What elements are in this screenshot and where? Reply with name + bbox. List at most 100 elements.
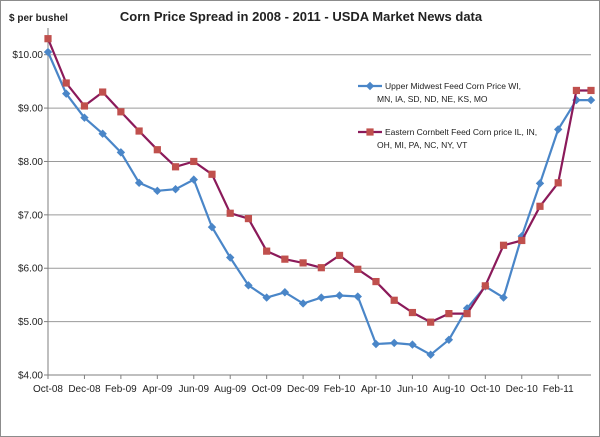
data-point: [390, 338, 399, 348]
data-point: [116, 148, 126, 157]
data-point: [189, 175, 198, 184]
y-tick-label: $5.00: [18, 317, 43, 328]
legend-entry: Upper Midwest Feed Corn Price WI, MN, IA,…: [358, 81, 521, 104]
data-point: [190, 157, 198, 166]
data-point: [153, 186, 162, 196]
data-point: [281, 255, 289, 263]
x-tick-label: Apr-10: [361, 384, 391, 395]
x-tick-label: Jun-09: [178, 384, 209, 395]
x-tick-label: Dec-10: [506, 384, 539, 395]
series-upper-midwest: [43, 47, 596, 359]
data-point: [354, 265, 362, 273]
data-point: [62, 79, 70, 87]
data-point: [299, 259, 307, 267]
y-tick-label: $10.00: [12, 50, 43, 61]
chart-title: Corn Price Spread in 2008 - 2011 - USDA …: [120, 9, 483, 24]
data-point: [499, 293, 508, 302]
legend-label: OH, MI, PA, NC, NY, VT: [377, 140, 467, 150]
data-point: [99, 88, 107, 96]
series-line: [46, 51, 591, 356]
y-tick-label: $7.00: [18, 210, 43, 221]
data-point: [171, 163, 180, 171]
data-point: [463, 310, 471, 318]
data-point: [62, 89, 71, 98]
data-point: [408, 308, 417, 317]
data-point: [98, 129, 107, 138]
data-point: [554, 125, 563, 134]
legend-marker: [365, 81, 375, 91]
data-point: [572, 86, 581, 95]
data-point: [207, 222, 217, 232]
x-tick-label: Apr-09: [142, 384, 172, 395]
x-tick-label: Oct-09: [252, 384, 282, 395]
data-point: [317, 264, 325, 272]
data-point: [263, 247, 271, 255]
x-tick-label: Feb-09: [105, 384, 137, 395]
legend-marker: [366, 128, 374, 136]
x-tick-label: Dec-09: [287, 384, 320, 395]
data-point: [80, 113, 89, 122]
data-point: [481, 282, 489, 290]
series-eastern-cornbelt: [44, 35, 595, 326]
data-point: [536, 202, 544, 210]
data-point: [444, 335, 454, 344]
data-point: [518, 236, 526, 245]
data-point: [298, 299, 308, 308]
data-point: [317, 293, 326, 302]
data-point: [586, 95, 596, 105]
x-tick-label: Aug-10: [433, 384, 466, 395]
y-axis-label: $ per bushel: [9, 13, 68, 24]
data-point: [134, 178, 144, 188]
data-point: [43, 47, 53, 57]
data-point: [153, 146, 161, 154]
data-point: [226, 253, 235, 262]
x-tick-label: Jun-10: [397, 384, 428, 395]
data-point: [427, 318, 435, 326]
y-tick-label: $4.00: [18, 371, 43, 382]
legend-label: Upper Midwest Feed Corn Price WI,: [385, 81, 521, 91]
data-point: [44, 35, 52, 43]
data-point: [408, 340, 417, 349]
data-point: [171, 185, 180, 194]
data-point: [117, 108, 125, 116]
data-point: [335, 291, 344, 300]
legend-label: Eastern Cornbelt Feed Corn price IL, IN,: [385, 127, 537, 137]
series-layer: [43, 35, 596, 359]
data-point: [353, 292, 362, 301]
data-point: [208, 170, 216, 178]
x-tick-label: Oct-08: [33, 384, 63, 395]
legend-entry: Eastern Cornbelt Feed Corn price IL, IN,…: [358, 127, 537, 150]
data-point: [390, 296, 398, 304]
axes: [47, 28, 591, 376]
legend-label: MN, IA, SD, ND, NE, KS, MO: [377, 94, 488, 104]
data-point: [372, 277, 380, 286]
y-tick-label: $8.00: [18, 157, 43, 168]
y-tick-label: $6.00: [18, 264, 43, 275]
x-tick-label: Feb-10: [324, 384, 356, 395]
x-tick-label: Aug-09: [214, 384, 247, 395]
data-point: [371, 339, 381, 349]
data-point: [80, 102, 89, 110]
data-point: [554, 179, 562, 187]
x-axis-ticks: Oct-08 Dec-08 Feb-09 Apr-09 Jun-09 Aug-09 Oct-…: [33, 375, 574, 395]
data-point: [535, 179, 545, 188]
x-tick-label: Dec-08: [68, 384, 101, 395]
data-point: [244, 281, 253, 290]
data-point: [262, 293, 271, 302]
x-tick-label: Feb-11: [543, 384, 574, 395]
gridlines: [48, 54, 591, 323]
y-tick-label: $9.00: [18, 104, 43, 115]
data-point: [335, 251, 344, 260]
data-point: [280, 288, 290, 297]
data-point: [426, 350, 435, 359]
x-tick-label: Oct-10: [470, 384, 500, 395]
data-point: [135, 127, 143, 135]
data-point: [226, 209, 234, 217]
data-point: [244, 214, 253, 223]
data-point: [587, 86, 595, 95]
data-point: [499, 241, 508, 249]
legend: Upper Midwest Feed Corn Price WI, MN, IA,…: [358, 81, 537, 150]
data-point: [445, 310, 453, 318]
